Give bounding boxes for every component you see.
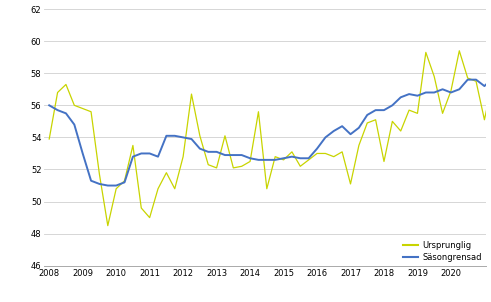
Legend: Ursprunglig, Säsongrensad: Ursprunglig, Säsongrensad [403,241,482,262]
